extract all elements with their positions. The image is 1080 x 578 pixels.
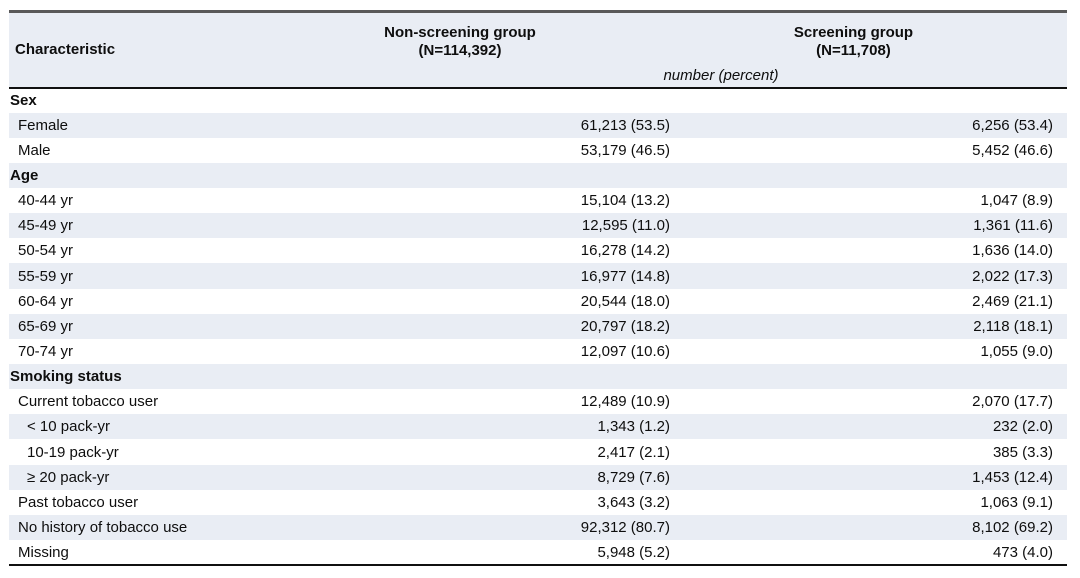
screening-value: 232 (2.0): [670, 414, 1067, 440]
characteristic-cell: Past tobacco user: [18, 493, 139, 511]
table-row: 40-44 yr 15,104 (13.2) 1,047 (8.9): [9, 188, 1067, 213]
table-row: 55-59 yr 16,977 (14.8) 2,022 (17.3): [9, 263, 1067, 289]
table-body: Sex Female 61,213 (53.5) 6,256 (53.4) Ma…: [9, 88, 1067, 566]
screening-value: 1,361 (11.6): [670, 213, 1067, 239]
characteristic-cell: 55-59 yr: [9, 263, 250, 289]
screening-value: 1,055 (9.0): [980, 342, 1053, 360]
non-screening-value: 12,489 (10.9): [580, 393, 670, 411]
screening-value: 2,070 (17.7): [972, 393, 1053, 411]
screening-value: [670, 88, 1067, 113]
header-row-units: number (percent): [9, 59, 1067, 88]
characteristic-cell: 45-49 yr: [9, 213, 250, 239]
non-screening-value: 15,104 (13.2): [580, 192, 670, 210]
non-screening-value: 20,544 (18.0): [580, 292, 670, 310]
non-screening-value: 16,278 (14.2): [580, 242, 670, 260]
screening-group-n: (N=11,708): [816, 41, 891, 59]
screening-value: 1,063 (9.1): [980, 493, 1053, 511]
characteristic-cell: Age: [9, 162, 250, 189]
characteristic-cell: No history of tobacco use: [9, 514, 250, 541]
screening-value: 8,102 (69.2): [670, 514, 1067, 541]
non-screening-value: 3,643 (3.2): [597, 493, 670, 511]
screening-value: 1,047 (8.9): [980, 192, 1053, 210]
non-screening-value: 53,179 (46.5): [580, 141, 670, 159]
table-row: Smoking status: [9, 364, 1067, 390]
screening-value: 6,256 (53.4): [670, 112, 1067, 138]
table-row: ≥ 20 pack-yr 8,729 (7.6) 1,453 (12.4): [9, 464, 1067, 490]
characteristics-table: Characteristic Non-screening group (N=11…: [9, 10, 1067, 567]
characteristic-cell: 10-19 pack-yr: [27, 443, 119, 461]
table-header: Characteristic Non-screening group (N=11…: [9, 11, 1067, 88]
table-row: 60-64 yr 20,544 (18.0) 2,469 (21.1): [9, 289, 1067, 314]
table-row: Past tobacco user 3,643 (3.2) 1,063 (9.1…: [9, 490, 1067, 515]
column-header-non-screening-group: Non-screening group (N=114,392): [250, 11, 670, 60]
characteristic-cell: 50-54 yr: [18, 242, 74, 260]
table-row: < 10 pack-yr 1,343 (1.2) 232 (2.0): [9, 414, 1067, 440]
screening-value: 473 (4.0): [992, 543, 1053, 561]
column-header-characteristic: Characteristic: [9, 11, 250, 88]
screening-value: 1,453 (12.4): [670, 464, 1067, 490]
characteristic-cell: Current tobacco user: [18, 393, 159, 411]
header-row-groups: Characteristic Non-screening group (N=11…: [9, 11, 1067, 88]
non-screening-group-n: (N=114,392): [418, 41, 502, 59]
characteristic-cell: Missing: [18, 543, 69, 561]
table-row: Sex: [9, 88, 1067, 113]
characteristic-cell: Sex: [10, 92, 37, 110]
non-screening-value: 8,729 (7.6): [250, 464, 670, 490]
units-note: number (percent): [250, 59, 1067, 88]
screening-value: 385 (3.3): [992, 443, 1053, 461]
non-screening-value: [250, 88, 670, 113]
characteristic-cell: 65-69 yr: [9, 313, 250, 339]
non-screening-value: 2,417 (2.1): [597, 443, 670, 461]
table-row: Current tobacco user 12,489 (10.9) 2,070…: [9, 389, 1067, 414]
non-screening-value: 16,977 (14.8): [250, 263, 670, 289]
table-row: 50-54 yr 16,278 (14.2) 1,636 (14.0): [9, 238, 1067, 263]
table-row: 45-49 yr 12,595 (11.0) 1,361 (11.6): [9, 213, 1067, 239]
non-screening-value: 20,797 (18.2): [250, 313, 670, 339]
screening-value: 5,452 (46.6): [972, 141, 1053, 159]
table-row: 10-19 pack-yr 2,417 (2.1) 385 (3.3): [9, 439, 1067, 464]
table-row: 70-74 yr 12,097 (10.6) 1,055 (9.0): [9, 339, 1067, 364]
characteristic-cell: ≥ 20 pack-yr: [9, 464, 250, 490]
screening-value: [670, 162, 1067, 189]
non-screening-value: 92,312 (80.7): [250, 514, 670, 541]
screening-value: 2,469 (21.1): [972, 292, 1053, 310]
table-row: Missing 5,948 (5.2) 473 (4.0): [9, 540, 1067, 565]
screening-group-label: Screening group: [793, 24, 914, 41]
characteristic-cell: < 10 pack-yr: [9, 414, 250, 440]
table-row: 65-69 yr 20,797 (18.2) 2,118 (18.1): [9, 313, 1067, 339]
non-screening-value: [250, 364, 670, 390]
table-row: Age: [9, 162, 1067, 189]
characteristic-cell: Male: [18, 141, 51, 159]
characteristic-cell: Smoking status: [9, 364, 250, 390]
characteristic-cell: 70-74 yr: [18, 342, 74, 360]
non-screening-group-label: Non-screening group: [384, 24, 536, 41]
table-row: Male 53,179 (46.5) 5,452 (46.6): [9, 138, 1067, 163]
characteristic-cell: 40-44 yr: [18, 192, 74, 210]
screening-value: 2,118 (18.1): [670, 313, 1067, 339]
screening-value: 1,636 (14.0): [972, 242, 1053, 260]
non-screening-value: 61,213 (53.5): [250, 112, 670, 138]
non-screening-value: 12,595 (11.0): [250, 213, 670, 239]
characteristic-cell: 60-64 yr: [18, 292, 74, 310]
table-row: Female 61,213 (53.5) 6,256 (53.4): [9, 112, 1067, 138]
non-screening-value: 5,948 (5.2): [597, 543, 670, 561]
non-screening-value: 12,097 (10.6): [580, 342, 670, 360]
characteristic-cell: Female: [9, 112, 250, 138]
non-screening-value: 1,343 (1.2): [250, 414, 670, 440]
screening-value: [670, 364, 1067, 390]
non-screening-value: [250, 162, 670, 189]
column-header-screening-group: Screening group (N=11,708): [670, 11, 1067, 60]
table-row: No history of tobacco use 92,312 (80.7) …: [9, 514, 1067, 541]
screening-value: 2,022 (17.3): [670, 263, 1067, 289]
